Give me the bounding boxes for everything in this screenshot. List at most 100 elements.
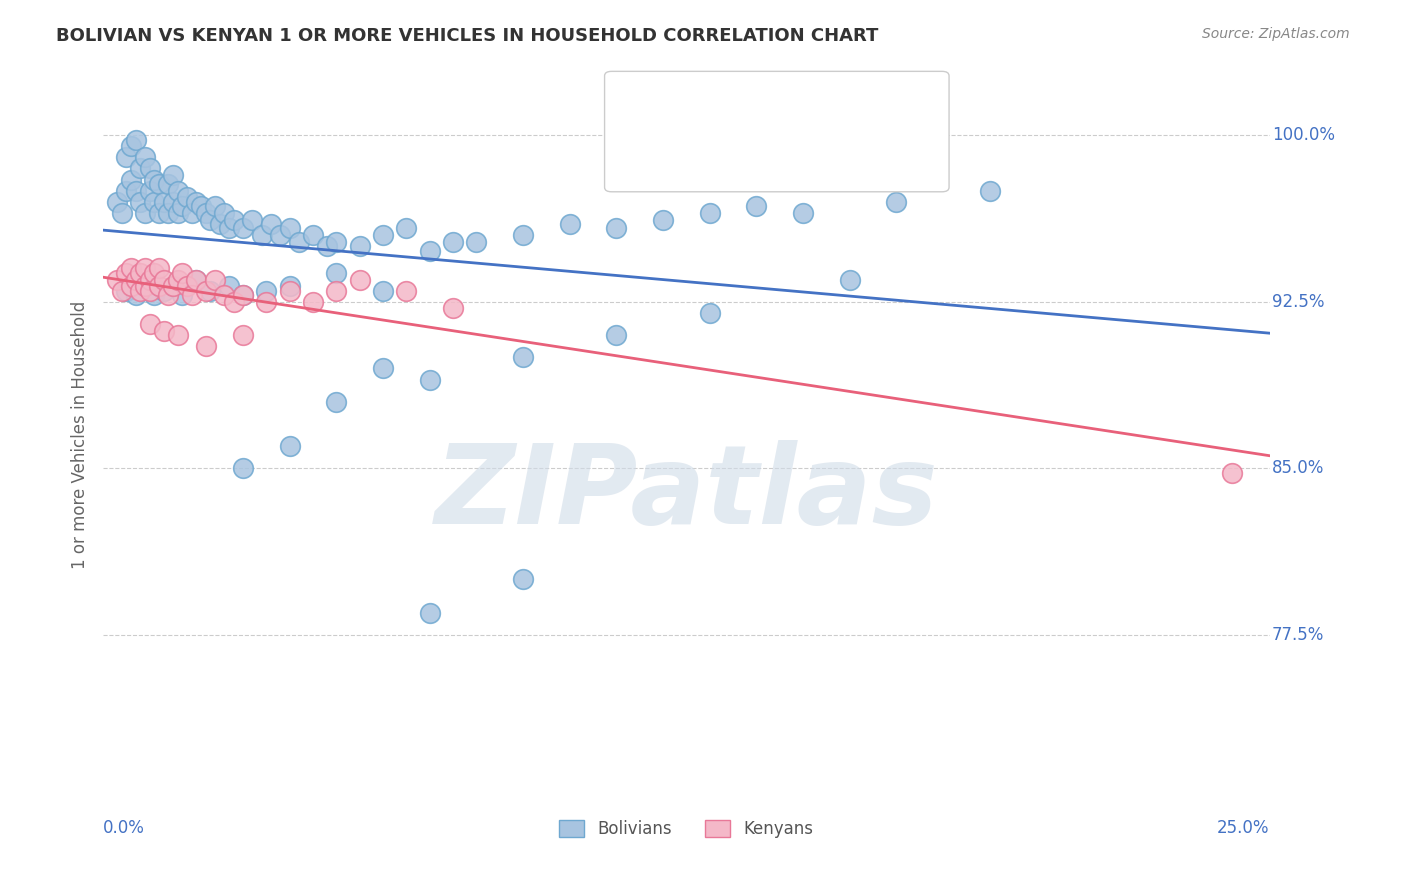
Point — [143, 266, 166, 280]
Point — [232, 288, 254, 302]
Point — [134, 261, 156, 276]
Point — [512, 228, 534, 243]
Point — [120, 139, 142, 153]
Point — [166, 206, 188, 220]
Point — [152, 324, 174, 338]
Point — [200, 284, 222, 298]
Text: 0.0%: 0.0% — [103, 820, 145, 838]
Point — [166, 272, 188, 286]
Point — [232, 288, 254, 302]
Point — [558, 217, 581, 231]
Point — [125, 133, 148, 147]
Point — [176, 190, 198, 204]
Point — [250, 228, 273, 243]
Point — [139, 184, 162, 198]
Point — [162, 279, 184, 293]
Point — [129, 161, 152, 176]
Point — [325, 284, 347, 298]
Point — [395, 284, 418, 298]
Point — [214, 206, 236, 220]
Point — [115, 266, 138, 280]
Point — [419, 372, 441, 386]
Text: 25.0%: 25.0% — [1218, 820, 1270, 838]
Point — [148, 177, 170, 191]
Point — [371, 228, 394, 243]
Text: 92.5%: 92.5% — [1272, 293, 1324, 310]
Point — [288, 235, 311, 249]
Point — [260, 217, 283, 231]
Point — [222, 212, 245, 227]
Point — [218, 279, 240, 293]
Point — [316, 239, 339, 253]
Point — [371, 361, 394, 376]
Point — [605, 328, 627, 343]
Point — [166, 328, 188, 343]
Point — [1220, 466, 1243, 480]
Point — [115, 150, 138, 164]
Point — [242, 212, 264, 227]
Point — [143, 288, 166, 302]
Point — [148, 206, 170, 220]
Point — [186, 272, 208, 286]
Text: ZIPatlas: ZIPatlas — [434, 440, 938, 547]
Point — [254, 294, 277, 309]
Point — [134, 150, 156, 164]
Point — [419, 244, 441, 258]
Point — [129, 284, 152, 298]
Point — [172, 266, 194, 280]
Point — [152, 284, 174, 298]
Point — [278, 284, 301, 298]
Point — [218, 221, 240, 235]
Point — [148, 279, 170, 293]
Text: R = 0.337   N = 88: R = 0.337 N = 88 — [668, 94, 852, 112]
Point — [371, 284, 394, 298]
Point — [792, 206, 814, 220]
Point — [139, 317, 162, 331]
Point — [125, 272, 148, 286]
Point — [838, 272, 860, 286]
Point — [278, 439, 301, 453]
Point — [254, 284, 277, 298]
Text: BOLIVIAN VS KENYAN 1 OR MORE VEHICLES IN HOUSEHOLD CORRELATION CHART: BOLIVIAN VS KENYAN 1 OR MORE VEHICLES IN… — [56, 27, 879, 45]
Text: R = 0.052   N = 41: R = 0.052 N = 41 — [668, 134, 852, 152]
Point — [232, 328, 254, 343]
Point — [134, 279, 156, 293]
Point — [441, 301, 464, 316]
Point — [125, 288, 148, 302]
Point — [162, 279, 184, 293]
Point — [232, 221, 254, 235]
Point — [157, 177, 180, 191]
Point — [204, 199, 226, 213]
Point — [194, 206, 217, 220]
Point — [148, 261, 170, 276]
Point — [325, 266, 347, 280]
Point — [120, 279, 142, 293]
Text: 85.0%: 85.0% — [1272, 459, 1324, 477]
Point — [979, 184, 1001, 198]
Text: 100.0%: 100.0% — [1272, 126, 1334, 145]
Point — [186, 272, 208, 286]
Point — [465, 235, 488, 249]
Point — [204, 272, 226, 286]
Point — [115, 184, 138, 198]
Point — [325, 235, 347, 249]
Point — [129, 266, 152, 280]
Point — [745, 199, 768, 213]
Point — [512, 573, 534, 587]
Point — [194, 339, 217, 353]
Point — [269, 228, 291, 243]
Point — [105, 272, 128, 286]
Point — [180, 288, 202, 302]
Point — [194, 284, 217, 298]
Point — [143, 172, 166, 186]
Point — [111, 206, 134, 220]
Y-axis label: 1 or more Vehicles in Household: 1 or more Vehicles in Household — [72, 301, 89, 569]
Point — [441, 235, 464, 249]
Point — [349, 239, 371, 253]
Point — [190, 199, 212, 213]
Point — [884, 194, 907, 209]
Point — [157, 288, 180, 302]
Point — [222, 294, 245, 309]
Point — [214, 288, 236, 302]
Point — [232, 461, 254, 475]
